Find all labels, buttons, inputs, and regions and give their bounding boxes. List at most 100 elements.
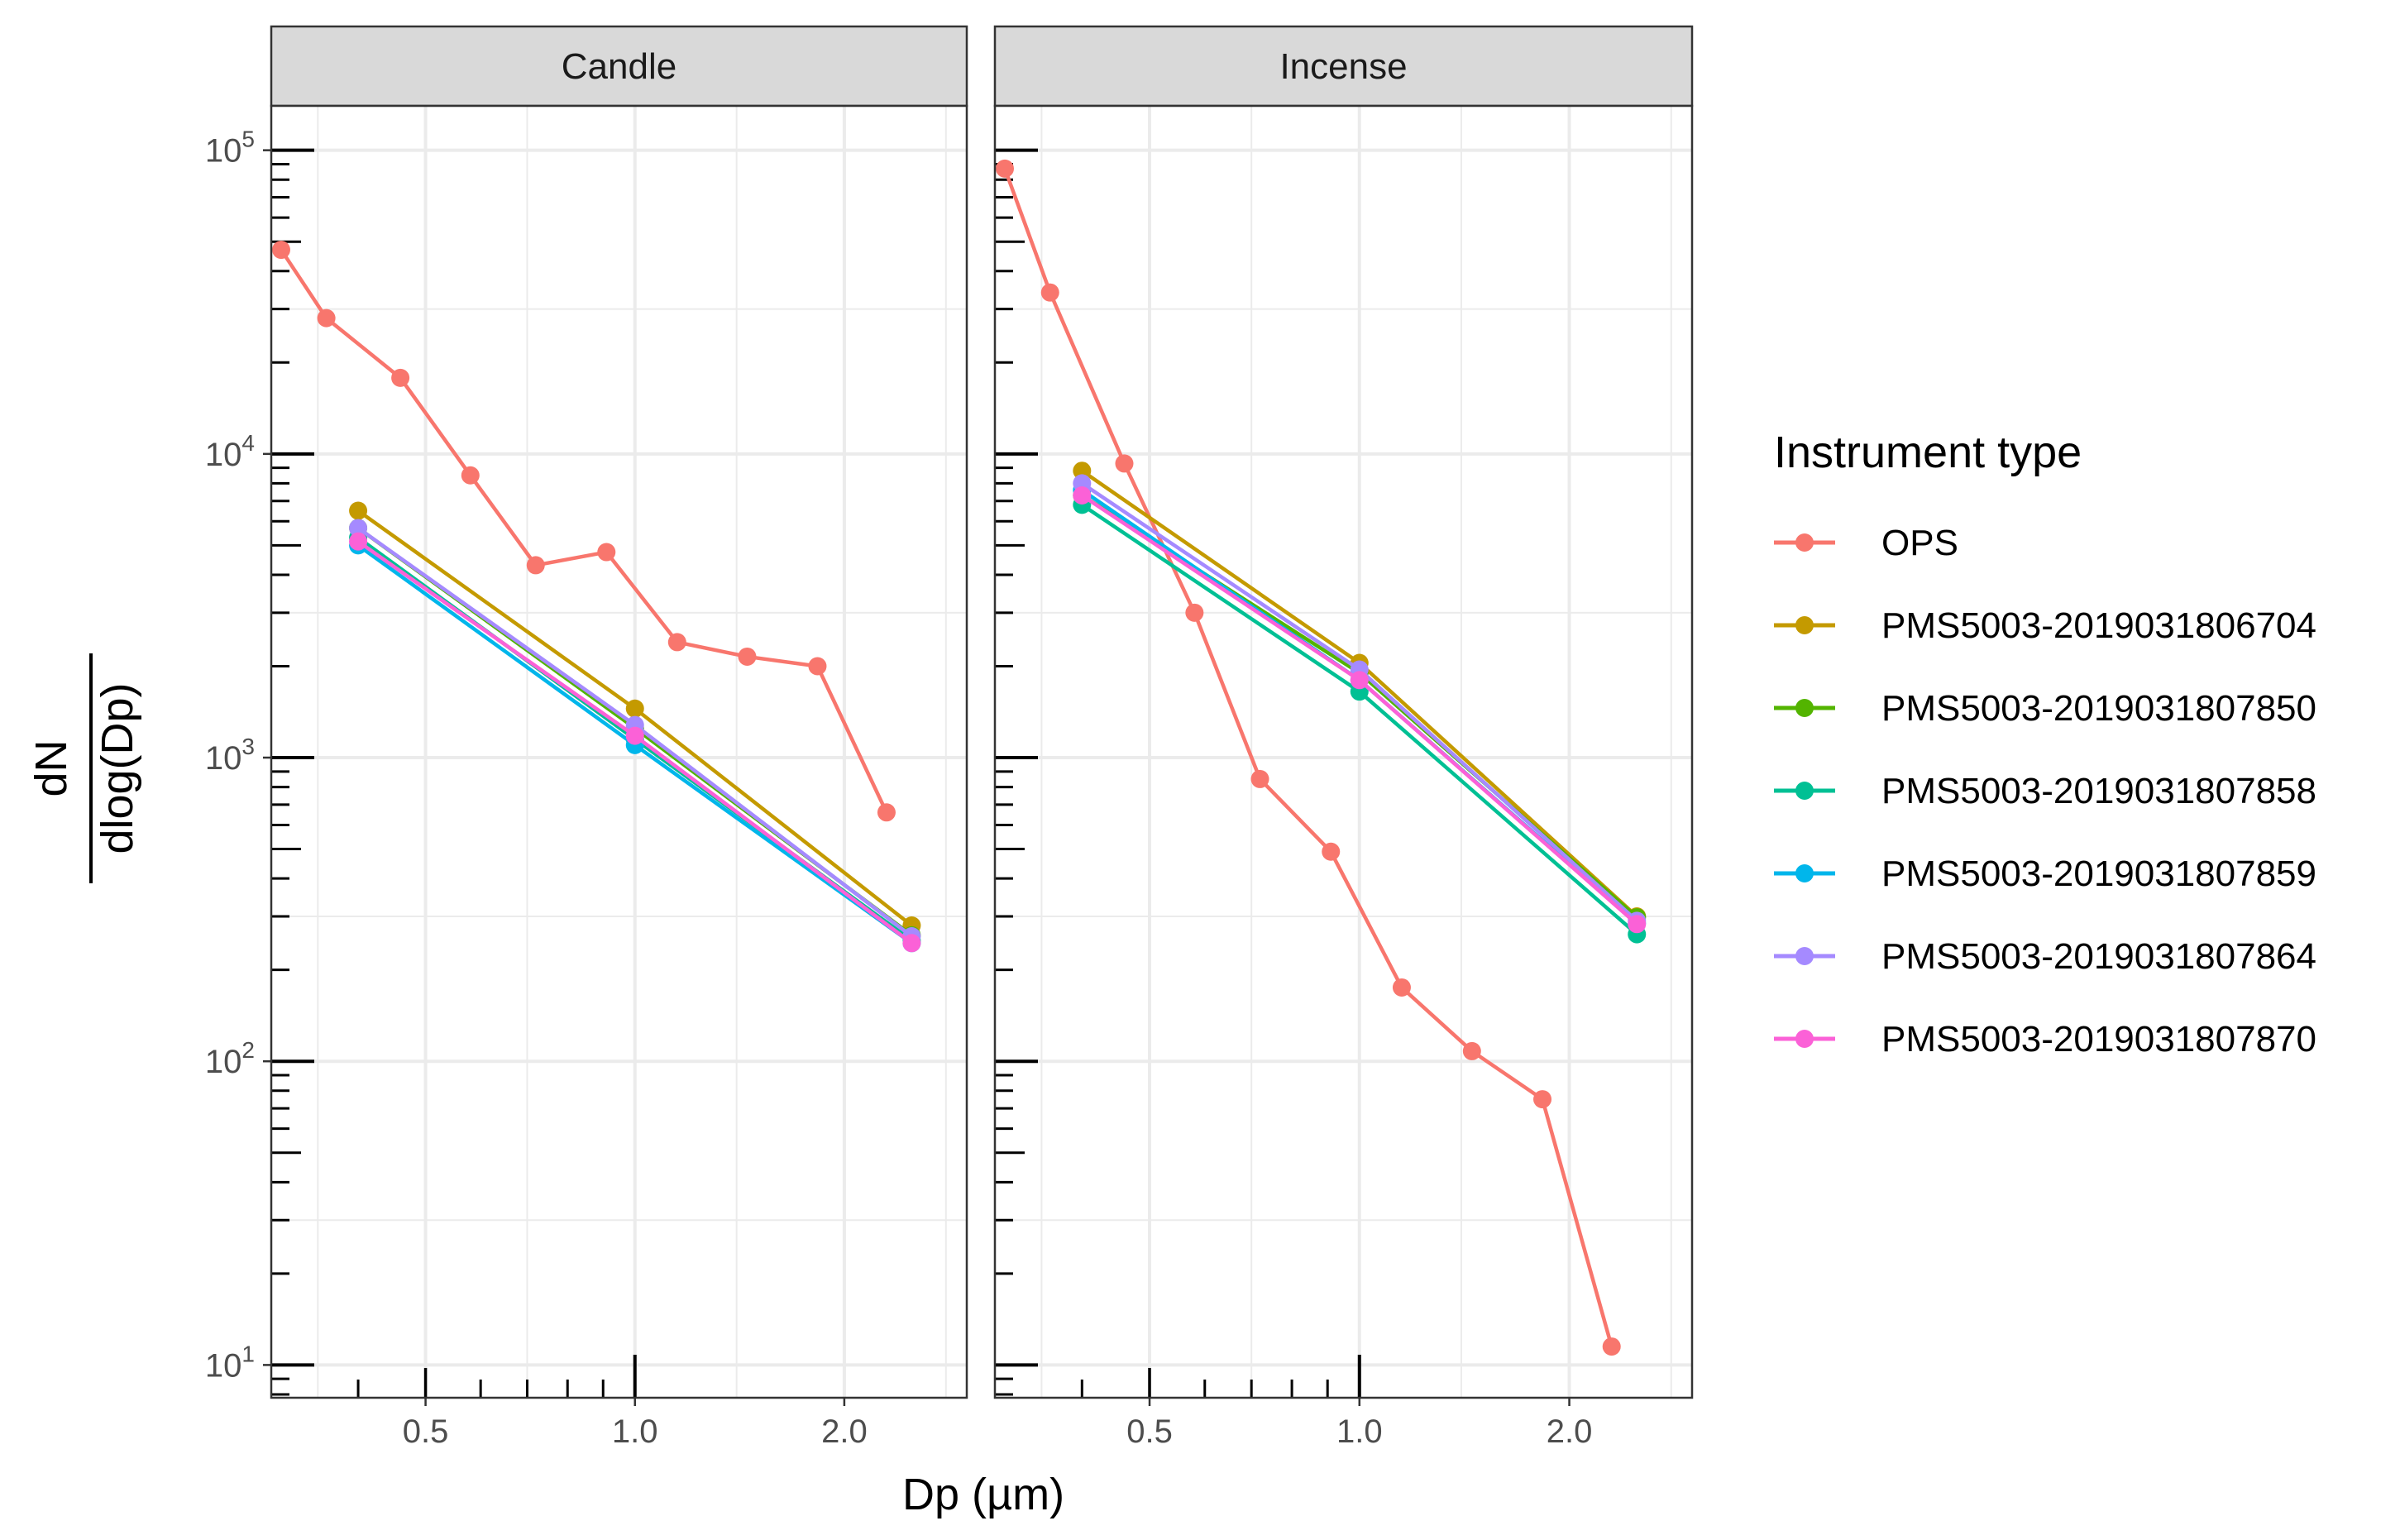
legend-label: OPS	[1881, 523, 1958, 563]
series-ops	[996, 159, 1621, 1356]
legend-item-pms5003-2019031806704: PMS5003-2019031806704	[1774, 605, 2316, 646]
y-tick-label: 104	[205, 430, 255, 473]
panel-background	[995, 106, 1692, 1398]
data-point	[1602, 1337, 1621, 1356]
y-axis-title-numerator: dN	[26, 739, 76, 796]
data-point	[667, 633, 686, 652]
data-point	[349, 532, 368, 551]
data-point	[1185, 603, 1204, 622]
axis-titles: Dp (µm) dN dlog(Dp)	[26, 653, 1064, 1519]
y-tick-label: 105	[205, 127, 255, 170]
data-point	[1250, 769, 1269, 788]
y-tick-base: 10	[205, 437, 242, 473]
legend-key-point	[1795, 1030, 1814, 1048]
data-point	[349, 519, 368, 538]
series-pms5003-2019031807870	[349, 532, 921, 953]
x-axis-title: Dp (µm)	[902, 1470, 1064, 1519]
y-tick-exponent: 1	[241, 1341, 255, 1366]
y-axis-title-denominator: dlog(Dp)	[93, 682, 142, 854]
panel-incense: Incense	[993, 25, 1694, 1399]
data-point	[1322, 842, 1341, 861]
panel-background	[271, 106, 967, 1398]
x-tick-label: 2.0	[821, 1413, 868, 1450]
data-point	[526, 556, 545, 575]
x-tick-label: 1.0	[612, 1413, 658, 1450]
strip-label-candle: Candle	[562, 46, 676, 87]
panel-border	[270, 104, 968, 1399]
data-point	[625, 726, 644, 745]
y-tick-exponent: 4	[241, 430, 255, 456]
x-tick-label: 1.0	[1336, 1413, 1383, 1450]
data-point	[1073, 462, 1092, 481]
y-axis-title: dN dlog(Dp)	[26, 653, 142, 883]
legend-item-pms5003-2019031807850: PMS5003-2019031807850	[1774, 688, 2316, 729]
legend-key-point	[1795, 616, 1814, 634]
log-ticks	[995, 148, 1361, 1398]
data-point	[1533, 1090, 1552, 1109]
data-point	[1392, 978, 1411, 997]
y-tick-exponent: 2	[241, 1037, 255, 1063]
y-tick-label: 101	[205, 1341, 255, 1384]
panel-candle: Candle	[270, 25, 968, 1399]
data-point	[625, 699, 644, 718]
gridlines	[995, 106, 1692, 1398]
legend-item-pms5003-2019031807858: PMS5003-2019031807858	[1774, 771, 2316, 811]
legend-item-pms5003-2019031807864: PMS5003-2019031807864	[1774, 936, 2316, 977]
legend-item-pms5003-2019031807870: PMS5003-2019031807870	[1774, 1019, 2316, 1059]
strip-incense	[993, 25, 1694, 108]
legend-label: PMS5003-2019031807859	[1881, 854, 2316, 894]
legend-key-point	[1795, 699, 1814, 717]
legend-label: PMS5003-2019031807858	[1881, 771, 2316, 811]
data-point	[1115, 454, 1134, 473]
series-pms5003-2019031807870	[1073, 486, 1647, 934]
y-tick-base: 10	[205, 1347, 242, 1384]
legend-key-point	[1795, 533, 1814, 552]
data-point	[317, 308, 336, 328]
data-point	[902, 934, 921, 953]
data-point	[391, 368, 410, 387]
y-tick-label: 102	[205, 1037, 255, 1080]
x-tick-label: 0.5	[1126, 1413, 1173, 1450]
y-tick-base: 10	[205, 133, 242, 170]
legend: Instrument type OPS PMS5003-2019031806704…	[1774, 428, 2316, 1059]
legend-title: Instrument type	[1774, 428, 2082, 477]
series-group	[271, 241, 921, 953]
data-point	[996, 159, 1015, 178]
data-point	[1350, 671, 1369, 690]
series-ops	[271, 241, 896, 822]
data-point	[349, 501, 368, 520]
y-tick-base: 10	[205, 740, 242, 777]
y-tick-base: 10	[205, 1044, 242, 1080]
log-ticks	[271, 148, 637, 1398]
panel-border	[993, 104, 1694, 1399]
legend-item-ops: OPS	[1774, 523, 1958, 563]
y-tick-exponent: 3	[241, 734, 255, 759]
data-point	[738, 647, 757, 666]
legend-key-point	[1795, 947, 1814, 965]
data-point	[1040, 283, 1059, 302]
y-tick-label: 103	[205, 734, 255, 777]
legend-label: PMS5003-2019031807864	[1881, 936, 2316, 977]
x-tick-label: 0.5	[403, 1413, 449, 1450]
strip-candle	[270, 25, 968, 108]
legend-label: PMS5003-2019031807870	[1881, 1019, 2316, 1059]
data-point	[877, 803, 896, 822]
legend-item-pms5003-2019031807859: PMS5003-2019031807859	[1774, 854, 2316, 894]
data-point	[271, 241, 290, 260]
legend-key-point	[1795, 864, 1814, 882]
data-point	[1073, 486, 1092, 505]
series-line	[280, 248, 888, 814]
data-point	[597, 543, 616, 562]
y-tick-exponent: 5	[241, 127, 255, 152]
legend-key-point	[1795, 782, 1814, 800]
legend-label: PMS5003-2019031806704	[1881, 605, 2316, 646]
legend-label: PMS5003-2019031807850	[1881, 688, 2316, 729]
data-point	[1462, 1041, 1481, 1060]
strip-label-incense: Incense	[1279, 46, 1407, 87]
data-point	[808, 657, 827, 676]
data-point	[461, 466, 480, 485]
series-line	[1002, 168, 1614, 1347]
facet-panels: Candle Incense	[270, 25, 1694, 1399]
